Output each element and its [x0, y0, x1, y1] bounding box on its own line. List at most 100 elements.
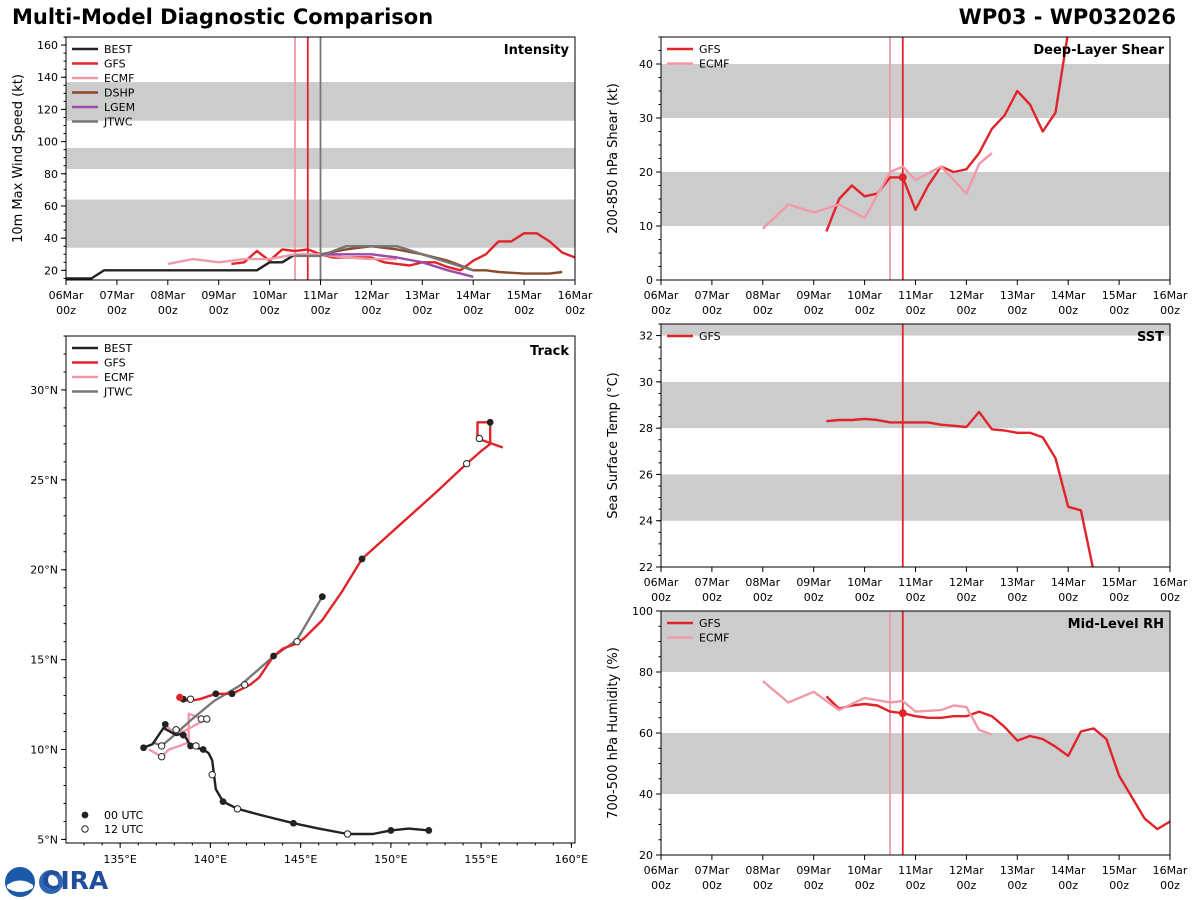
sst-xtick-label: 00z [906, 591, 926, 604]
sst-xtick-label: 09Mar [796, 576, 831, 589]
track-marker-12utc [172, 726, 180, 734]
track-marker-00utc [161, 720, 169, 728]
sst-xtick-label: 08Mar [745, 576, 780, 589]
intensity-xtick-label: 00z [412, 304, 432, 317]
rh-xtick-label: 09Mar [796, 864, 831, 877]
track-marker-00utc [270, 652, 277, 660]
shear-ytick-label: 10 [639, 220, 653, 233]
track-ytick-label: 15°N [30, 654, 58, 667]
track-marker-00utc [219, 798, 227, 806]
sst-ytick-label: 26 [639, 468, 653, 481]
rh-xtick-label: 06Mar [644, 864, 679, 877]
track-marker-00utc [387, 827, 395, 834]
intensity-xtick-label: 00z [56, 304, 76, 317]
track-marker-12utc [293, 637, 301, 646]
track-ytick-label: 25°N [30, 474, 58, 487]
track-xtick-label: 150°E [374, 853, 407, 866]
track-frame [65, 335, 576, 844]
shear-ylabel: 200-850 hPa Shear (kt) [606, 83, 621, 234]
sst-xtick-label: 00z [702, 591, 722, 604]
rh-series-ecmf [762, 680, 993, 736]
track-marker-12utc [157, 753, 166, 761]
sst-ytick-label: 24 [639, 515, 653, 528]
shear-xtick-label: 08Mar [745, 289, 780, 302]
intensity-xtick-label: 00z [565, 304, 585, 317]
shear-legend-label-ecmf: ECMF [699, 58, 729, 71]
intensity-series-gfs [231, 232, 575, 272]
intensity-legend-label-ecmf: ECMF [104, 72, 134, 85]
track-legend-00utc-marker [81, 811, 89, 819]
shear-xtick-label: 06Mar [644, 289, 679, 302]
intensity-xtick-label: 16Mar [558, 289, 593, 302]
rh-xtick-label: 07Mar [695, 864, 730, 877]
track-marker-00utc [318, 593, 326, 601]
shear-xtick-label: 14Mar [1051, 289, 1086, 302]
shear-series-gfs [825, 37, 1069, 232]
shear-ytick-label: 40 [639, 58, 653, 71]
rh-band-0 [661, 733, 1170, 794]
intensity-xtick-label: 14Mar [456, 289, 491, 302]
track-ytick-label: 30°N [30, 384, 58, 397]
track-legend-label-best: BEST [104, 342, 132, 355]
sst-ytick-label: 22 [639, 561, 653, 574]
intensity-xtick-label: 13Mar [405, 289, 440, 302]
intensity-xtick-label: 00z [107, 304, 127, 317]
rh-xtick-label: 00z [804, 879, 824, 892]
intensity-xtick-label: 10Mar [252, 289, 287, 302]
track-marker-00utc [425, 827, 433, 834]
intensity-ytick-label: 20 [44, 264, 58, 277]
sst-xtick-label: 10Mar [847, 576, 882, 589]
intensity-xtick-label: 00z [463, 304, 483, 317]
sst-xtick-label: 14Mar [1051, 576, 1086, 589]
shear-xtick-label: 13Mar [1000, 289, 1035, 302]
track-xtick-label: 135°E [103, 853, 136, 866]
intensity-legend-label-best: BEST [104, 43, 132, 56]
shear-band-1 [661, 64, 1170, 118]
intensity-ytick-label: 140 [37, 71, 58, 84]
track-xtick-label: 145°E [284, 853, 317, 866]
shear-xtick-label: 00z [1007, 304, 1027, 317]
intensity-series-ecmf [167, 253, 397, 266]
shear-xtick-label: 15Mar [1102, 289, 1137, 302]
intensity-xtick-label: 00z [311, 304, 331, 317]
sst-xtick-label: 00z [753, 591, 773, 604]
track-xtick-label: 140°E [194, 853, 227, 866]
shear-xtick-label: 12Mar [949, 289, 984, 302]
track-marker-00utc [228, 690, 236, 698]
intensity-xtick-label: 12Mar [354, 289, 389, 302]
shear-ytick-label: 0 [646, 274, 653, 287]
track-marker-00utc [486, 418, 494, 426]
intensity-xtick-label: 00z [158, 304, 178, 317]
track-xtick-label: 155°E [464, 853, 497, 866]
intensity-xtick-label: 11Mar [303, 289, 338, 302]
track-ytick-label: 20°N [30, 564, 58, 577]
shear-legend-label-gfs: GFS [699, 43, 721, 56]
shear-xtick-label: 00z [855, 304, 875, 317]
intensity-xtick-label: 00z [514, 304, 534, 317]
intensity-xtick-label: 00z [260, 304, 280, 317]
panel-sst: 22 24 26 28 30 32 06Mar 00z 07Mar 00z 08Mar 00z 09Ma… [606, 323, 1188, 604]
sst-ytick-label: 28 [639, 422, 653, 435]
intensity-series-jtwc [295, 244, 474, 272]
rh-xtick-label: 16Mar [1153, 864, 1188, 877]
sst-xtick-label: 00z [1058, 591, 1078, 604]
rh-xtick-label: 11Mar [898, 864, 933, 877]
intensity-legend-label-jtwc: JTWC [103, 116, 133, 129]
sst-xtick-label: 00z [1109, 591, 1129, 604]
intensity-xtick-label: 09Mar [201, 289, 236, 302]
track-legend-label-gfs: GFS [104, 357, 126, 370]
sst-xtick-label: 00z [804, 591, 824, 604]
track-marker-00utc [212, 690, 220, 698]
shear-xtick-label: 00z [804, 304, 824, 317]
sst-ytick-label: 32 [639, 330, 653, 343]
sst-xtick-label: 11Mar [898, 576, 933, 589]
track-ytick-label: 5°N [37, 833, 58, 846]
track-legend-00utc-label: 00 UTC [104, 809, 144, 822]
intensity-xtick-label: 00z [362, 304, 382, 317]
sst-frame [660, 323, 1171, 568]
sst-ytick-label: 30 [639, 376, 653, 389]
rh-title: Mid-Level RH [1068, 617, 1164, 632]
track-marker-12utc [240, 681, 249, 689]
shear-xtick-label: 00z [1160, 304, 1180, 317]
sst-xtick-label: 00z [1007, 591, 1027, 604]
